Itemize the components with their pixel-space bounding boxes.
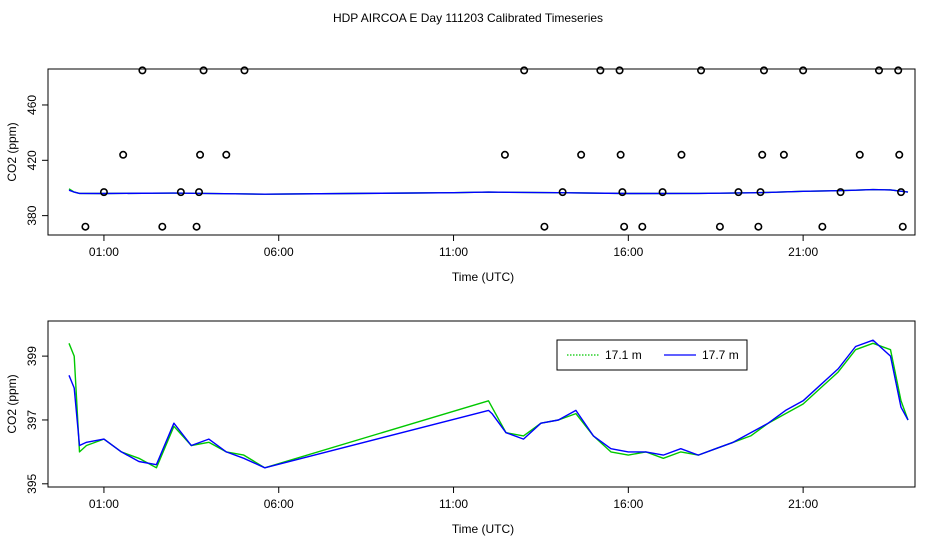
top-scatter-point <box>616 150 625 159</box>
top-scatter-point <box>898 222 907 231</box>
top-scatter-point <box>855 150 864 159</box>
top-scatter-point <box>222 150 231 159</box>
bottom-x-axis: 01:00 06:00 11:00 16:00 21:00 <box>89 487 818 511</box>
top-x-tick-label: 01:00 <box>89 245 119 259</box>
top-y-axis-label: CO2 (ppm) <box>5 122 19 181</box>
top-scatter-point <box>758 150 767 159</box>
top-scatter-point <box>779 150 788 159</box>
top-panel: 01:00 06:00 11:00 16:00 21:00 380 420 460 Time… <box>5 66 916 284</box>
top-scatter-point <box>500 150 509 159</box>
bottom-x-tick-label: 16:00 <box>613 497 643 511</box>
top-scatter-point <box>196 150 205 159</box>
top-x-axis: 01:00 06:00 11:00 16:00 21:00 <box>89 235 818 259</box>
top-scatter-point <box>715 222 724 231</box>
top-marks <box>68 66 909 231</box>
top-scatter-point <box>620 222 629 231</box>
top-scatter-point <box>836 188 845 197</box>
top-scatter-point <box>818 222 827 231</box>
top-scatter-point <box>596 66 605 75</box>
bottom-series-17-7m-line <box>68 339 909 469</box>
top-scatter-point <box>520 66 529 75</box>
bottom-marks <box>68 339 909 469</box>
legend: 17.1 m 17.7 m <box>556 339 748 371</box>
top-scatter-point <box>895 150 904 159</box>
top-scatter-point <box>894 66 903 75</box>
top-scatter-point <box>638 222 647 231</box>
bottom-series-17-1m-line <box>68 342 909 469</box>
top-scatter-point <box>158 222 167 231</box>
top-y-tick-label: 460 <box>25 95 39 115</box>
top-scatter-point <box>677 150 686 159</box>
bottom-x-tick-label: 06:00 <box>264 497 294 511</box>
bottom-y-axis-label: CO2 (ppm) <box>5 374 19 433</box>
top-plot-frame <box>47 68 916 236</box>
bottom-y-tick-label: 395 <box>25 473 39 493</box>
top-scatter-point <box>577 150 586 159</box>
top-scatter-point <box>874 66 883 75</box>
top-x-tick-label: 06:00 <box>264 245 294 259</box>
top-series-17-7m-line <box>68 188 909 195</box>
bottom-x-tick-label: 21:00 <box>788 497 818 511</box>
top-x-tick-label: 21:00 <box>788 245 818 259</box>
top-scatter-point <box>192 222 201 231</box>
bottom-x-tick-label: 01:00 <box>89 497 119 511</box>
bottom-y-tick-label: 399 <box>25 346 39 366</box>
top-scatter-point <box>897 188 906 197</box>
top-scatter-point <box>754 222 763 231</box>
top-x-tick-label: 16:00 <box>613 245 643 259</box>
top-x-tick-label: 11:00 <box>439 245 468 259</box>
top-y-tick-label: 420 <box>25 150 39 170</box>
top-y-tick-label: 380 <box>25 205 39 225</box>
top-y-axis: 380 420 460 <box>25 95 48 226</box>
top-x-axis-label: Time (UTC) <box>452 270 514 284</box>
legend-label-17-1m: 17.1 m <box>605 348 642 362</box>
top-scatter-point <box>756 188 765 197</box>
bottom-x-tick-label: 11:00 <box>439 497 468 511</box>
top-scatter-point <box>618 188 627 197</box>
top-scatter-point <box>199 66 208 75</box>
bottom-x-axis-label: Time (UTC) <box>452 522 514 536</box>
top-scatter-point <box>658 188 667 197</box>
top-scatter-point <box>697 66 706 75</box>
top-scatter-point <box>138 66 147 75</box>
top-scatter-point <box>799 66 808 75</box>
top-scatter-point <box>176 188 185 197</box>
top-scatter-point <box>195 188 204 197</box>
bottom-y-tick-label: 397 <box>25 410 39 430</box>
top-scatter-point <box>240 66 249 75</box>
bottom-y-axis: 395 397 399 <box>25 346 48 494</box>
top-scatter-point <box>540 222 549 231</box>
chart-title: HDP AIRCOA E Day 111203 Calibrated Times… <box>333 11 603 25</box>
bottom-plot-frame <box>47 320 916 488</box>
top-scatter-point <box>558 188 567 197</box>
top-scatter-point <box>119 150 128 159</box>
top-scatter-point <box>81 222 90 231</box>
top-scatter-point <box>99 188 108 197</box>
top-scatter-point <box>615 66 624 75</box>
top-scatter-point <box>759 66 768 75</box>
top-scatter-point <box>734 188 743 197</box>
legend-label-17-7m: 17.7 m <box>702 348 739 362</box>
bottom-panel: 01:00 06:00 11:00 16:00 21:00 395 397 399 Time… <box>5 320 916 536</box>
